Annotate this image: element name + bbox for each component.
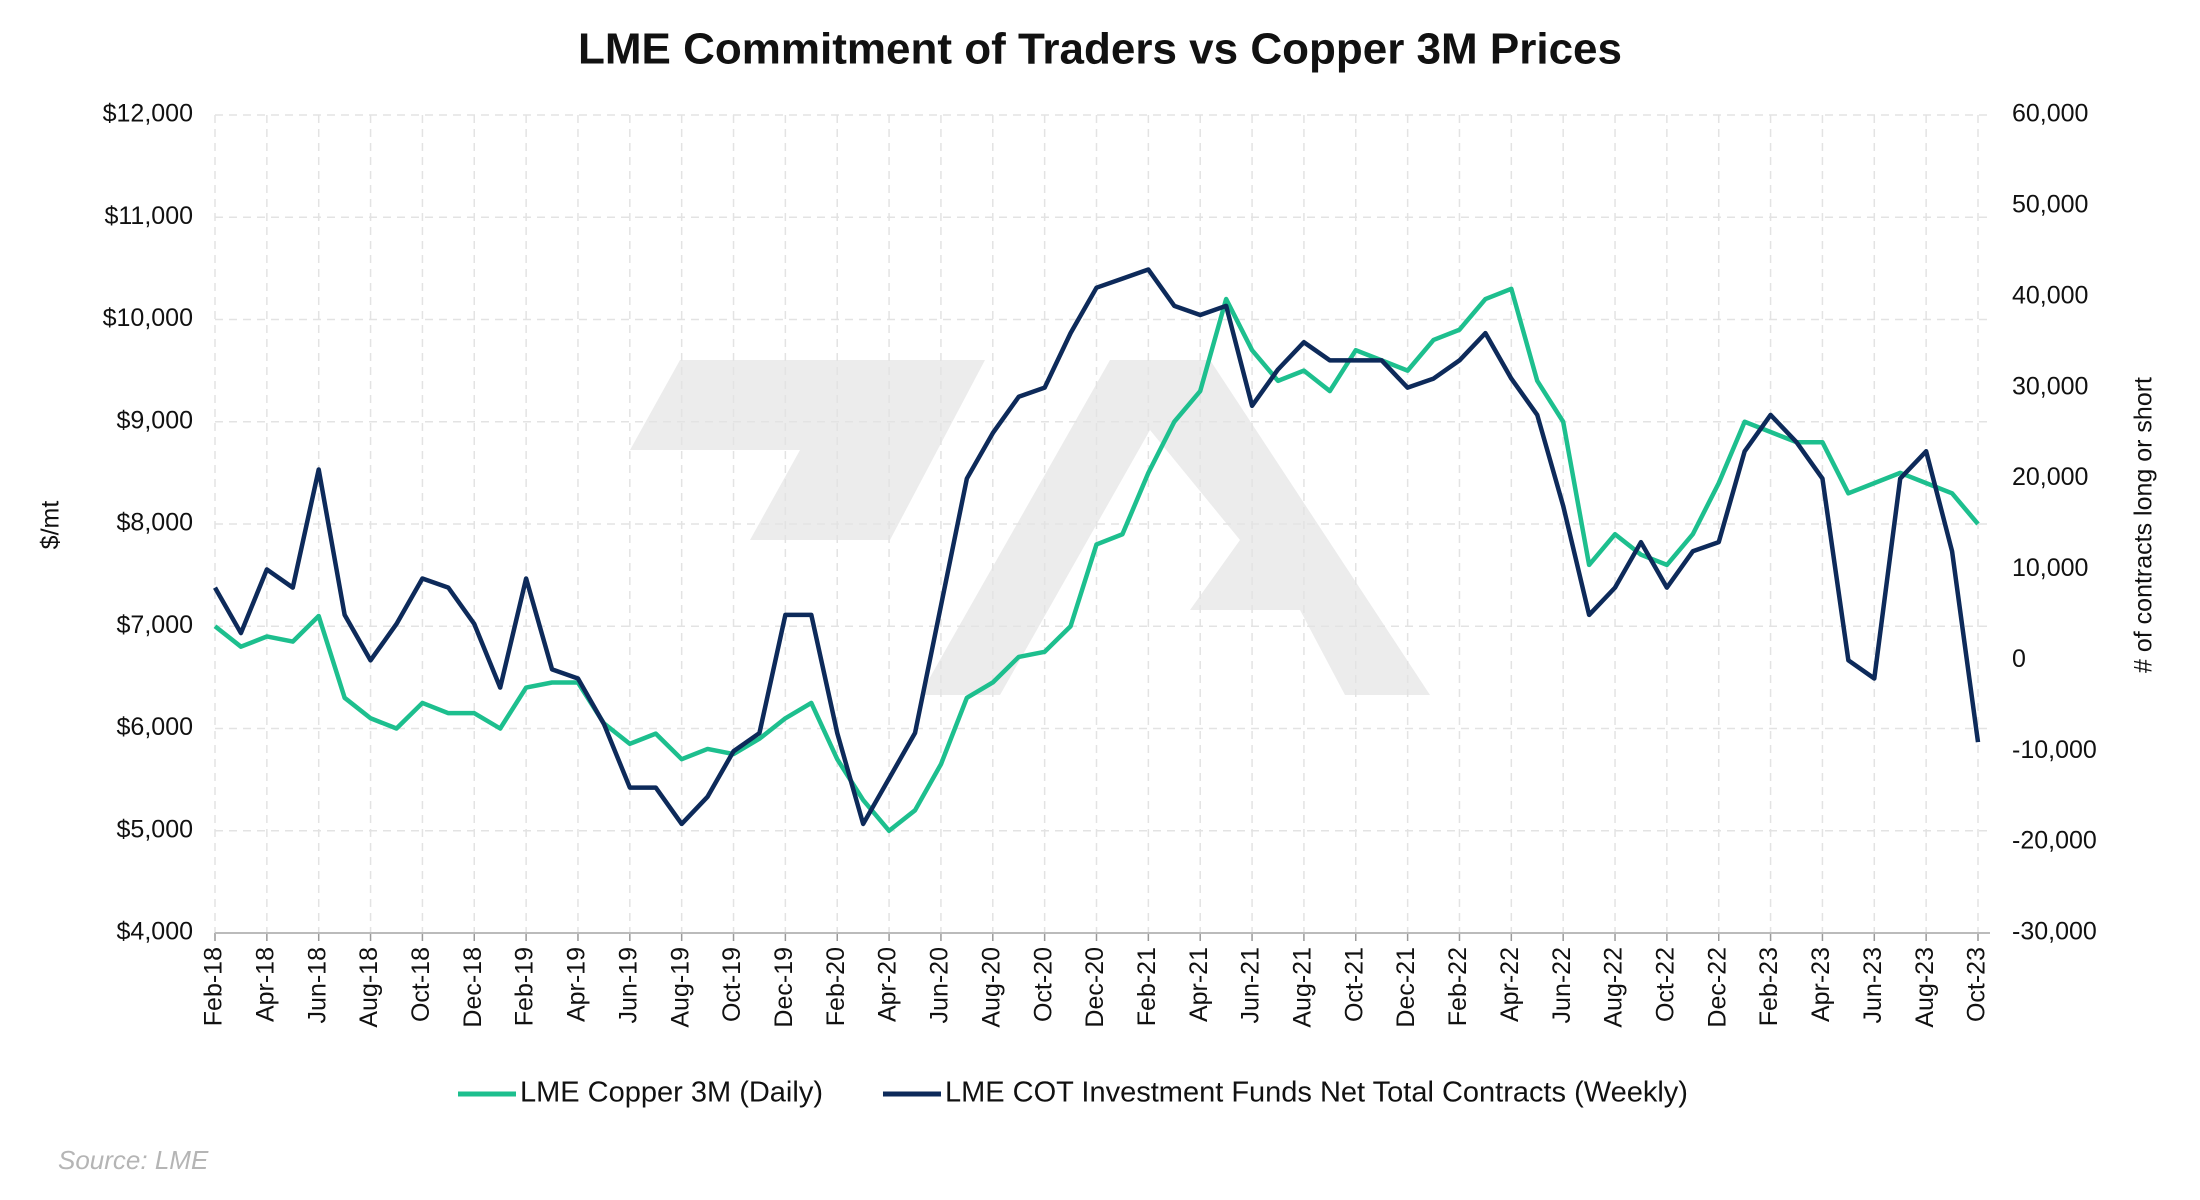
y-tick-label: $4,000 [117, 918, 193, 946]
legend-label: LME COT Investment Funds Net Total Contr… [945, 1077, 1688, 1109]
y-tick-label: $11,000 [104, 202, 193, 230]
x-tick-label: Dec-19 [770, 947, 798, 1028]
x-tick-label: Feb-19 [511, 947, 539, 1026]
legend-label: LME Copper 3M (Daily) [520, 1077, 823, 1109]
x-tick-label: Oct-18 [407, 947, 435, 1022]
x-tick-label: Jun-22 [1548, 947, 1576, 1023]
data-line [213, 267, 1981, 827]
watermark [630, 360, 1430, 695]
x-tick-label: Aug-20 [977, 947, 1005, 1028]
x-tick-label: Feb-21 [1133, 947, 1161, 1026]
y-tick-label: $10,000 [103, 304, 193, 332]
x-tick-label: Feb-22 [1444, 947, 1472, 1026]
chart-title: LME Commitment of Traders vs Copper 3M P… [578, 25, 1622, 74]
y-tick-label: $9,000 [117, 406, 193, 434]
x-tick-label: Dec-20 [1081, 947, 1109, 1028]
x-tick-label: Feb-18 [200, 947, 228, 1026]
x-tick-label: Dec-22 [1703, 947, 1731, 1028]
x-tick-label: Aug-19 [666, 947, 694, 1028]
x-tick-label: Dec-21 [1392, 947, 1420, 1028]
y2-axis-title: # of contracts long or short [2130, 377, 2158, 673]
x-tick-label: Feb-23 [1755, 947, 1783, 1026]
x-tick-label: Oct-20 [1029, 947, 1057, 1022]
y2-tick-label: 30,000 [2012, 372, 2088, 400]
watermark-shape [630, 360, 985, 540]
y-tick-label: $8,000 [117, 509, 193, 537]
x-tick-label: Oct-21 [1340, 947, 1368, 1022]
y2-tick-label: 60,000 [2012, 100, 2088, 128]
x-tick-label: Oct-22 [1651, 947, 1679, 1022]
x-tick-label: Jun-23 [1859, 947, 1887, 1023]
y2-tick-label: 0 [2012, 645, 2026, 673]
x-tick-label: Apr-18 [251, 947, 279, 1022]
x-tick-label: Oct-23 [1963, 947, 1991, 1022]
x-tick-label: Apr-23 [1807, 947, 1835, 1022]
y-tick-label: $5,000 [117, 815, 193, 843]
y-tick-label: $7,000 [117, 611, 193, 639]
y2-tick-label: -20,000 [2012, 827, 2097, 855]
y-axis-title: $/mt [37, 501, 65, 550]
y2-tick-label: 10,000 [2012, 554, 2088, 582]
y-tick-label: $6,000 [117, 713, 193, 741]
x-tick-label: Aug-23 [1911, 947, 1939, 1028]
x-tick-label: Jun-20 [926, 947, 954, 1023]
y2-tick-label: 40,000 [2012, 281, 2088, 309]
x-tick-label: Aug-22 [1600, 947, 1628, 1028]
x-tick-label: Feb-20 [822, 947, 850, 1026]
x-tick-label: Apr-21 [1185, 947, 1213, 1022]
watermark-shape [920, 360, 1430, 695]
y2-tick-label: 50,000 [2012, 190, 2088, 218]
y-tick-label: $12,000 [103, 100, 193, 128]
data-line [213, 286, 1980, 833]
x-tick-label: Oct-19 [718, 947, 746, 1022]
x-tick-label: Apr-19 [563, 947, 591, 1022]
y2-tick-label: 20,000 [2012, 463, 2088, 491]
x-tick-label: Apr-20 [874, 947, 902, 1022]
x-tick-label: Apr-22 [1496, 947, 1524, 1022]
x-tick-label: Jun-19 [614, 947, 642, 1023]
x-tick-label: Aug-21 [1289, 947, 1317, 1028]
source-note: Source: LME [58, 1145, 209, 1175]
y2-tick-label: -30,000 [2012, 918, 2097, 946]
x-tick-label: Aug-18 [355, 947, 383, 1028]
x-tick-label: Dec-18 [459, 947, 487, 1028]
x-tick-label: Jun-18 [303, 947, 331, 1023]
y2-tick-label: -10,000 [2012, 736, 2097, 764]
x-tick-label: Jun-21 [1237, 947, 1265, 1023]
